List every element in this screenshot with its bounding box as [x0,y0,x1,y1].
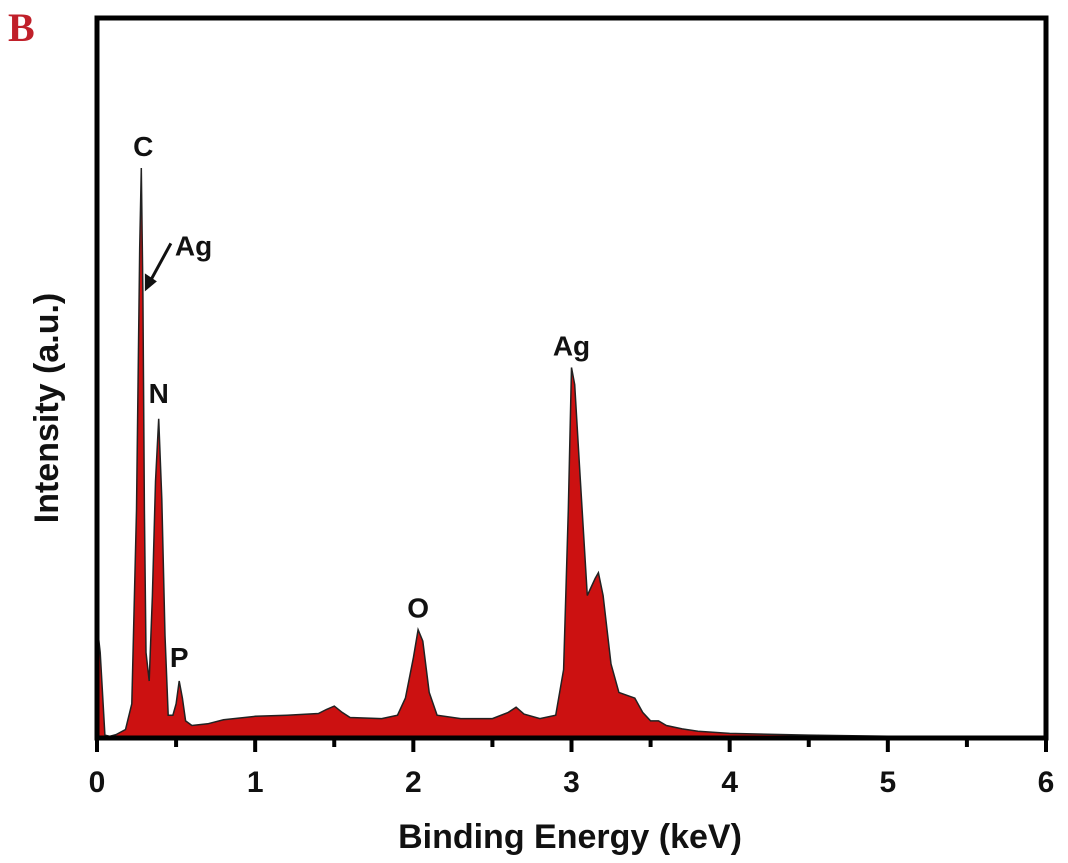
panel-label: B [8,5,35,50]
peak-label: N [149,378,169,409]
x-tick-label: 6 [1038,766,1055,799]
x-tick-label: 5 [879,766,896,799]
x-tick-label: 4 [721,766,738,799]
peak-arrow-head [144,273,157,292]
spectrum-area [97,168,1046,738]
x-axis-title: Binding Energy (keV) [398,818,742,856]
peak-label: C [133,131,153,162]
peak-annotations: C Ag N P O Ag [133,131,590,673]
peak-label: O [407,593,429,624]
x-tick-label: 1 [247,766,264,799]
y-axis-title: Intensity (a.u.) [28,293,66,523]
spectrum-line [96,167,1047,738]
x-tick-label: 2 [405,766,422,799]
plot-area [94,15,1049,741]
peak-label: P [170,642,189,673]
peak-label: Ag [175,230,212,261]
x-axis-ticks: 0 1 2 3 4 5 6 [89,738,1055,799]
x-tick-label: 3 [563,766,580,799]
peak-label: Ag [553,331,590,362]
x-tick-label: 0 [89,766,106,799]
